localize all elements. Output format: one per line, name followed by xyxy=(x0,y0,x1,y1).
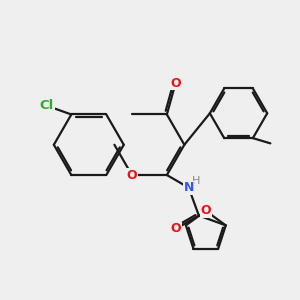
Text: O: O xyxy=(171,222,182,235)
Text: Cl: Cl xyxy=(40,99,54,112)
Text: O: O xyxy=(127,169,137,182)
Text: O: O xyxy=(200,204,211,218)
Text: O: O xyxy=(170,76,181,89)
Text: H: H xyxy=(192,176,200,186)
Text: N: N xyxy=(184,181,194,194)
